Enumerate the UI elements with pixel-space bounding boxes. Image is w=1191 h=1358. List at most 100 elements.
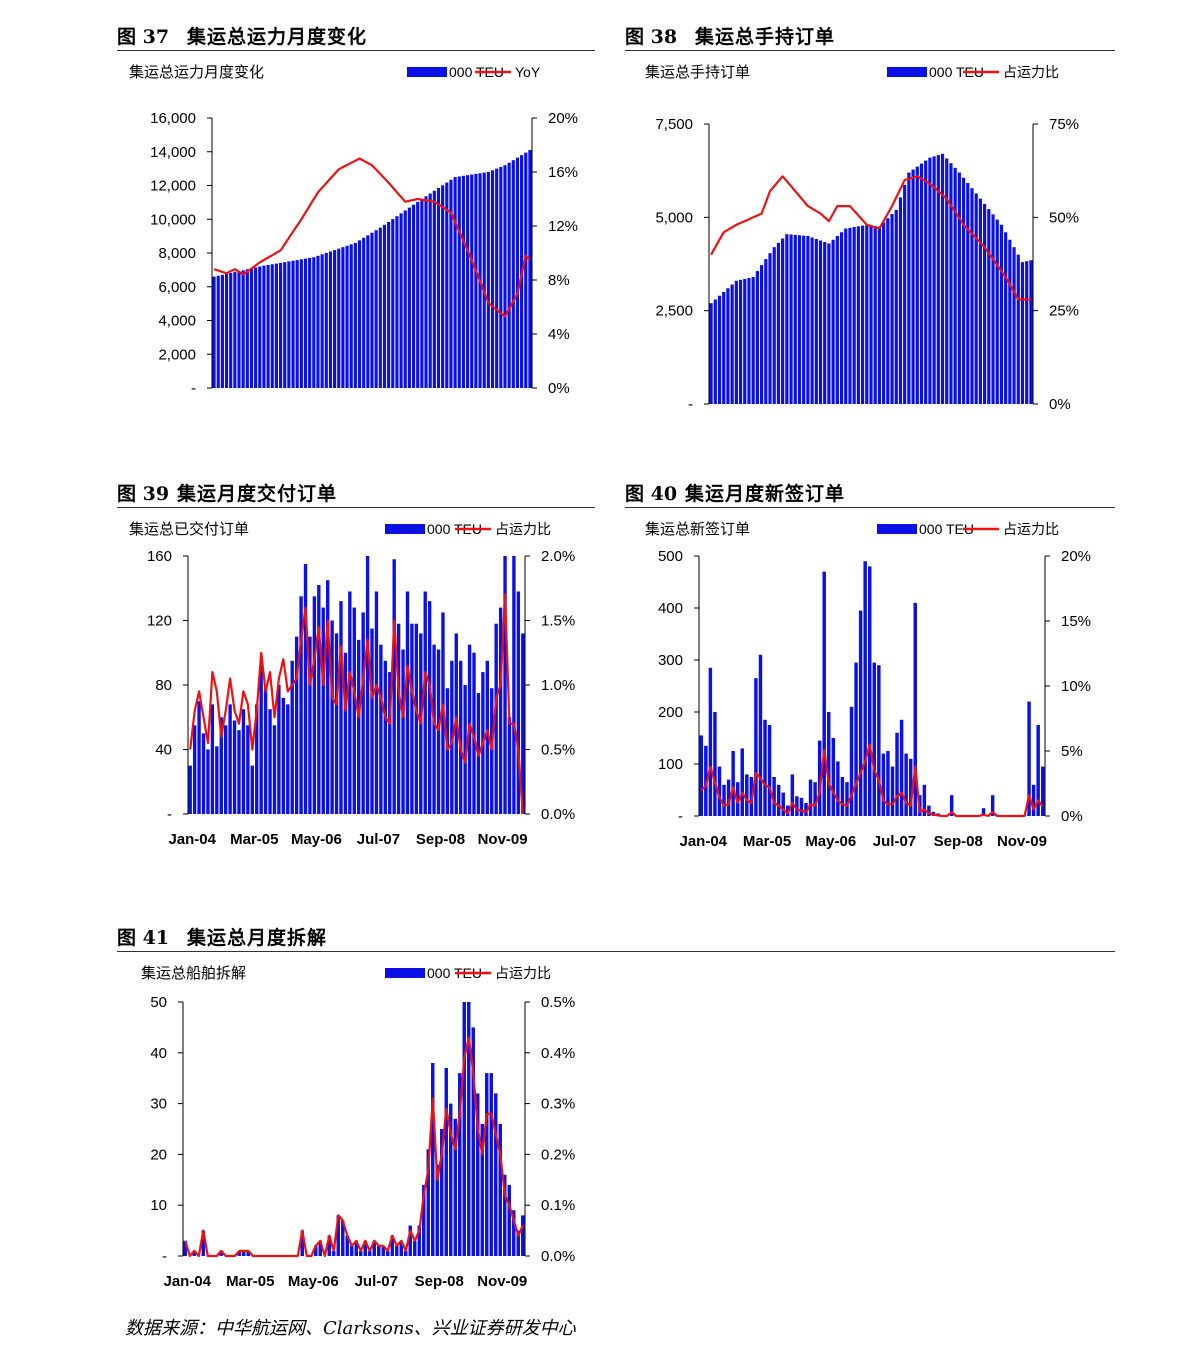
right-tick-label: 25%: [1049, 303, 1079, 320]
bar: [722, 784, 726, 816]
left-tick-label: 120: [147, 613, 172, 630]
legend-bar-label: 000 TEU: [929, 64, 984, 80]
x-tick-label: May-06: [288, 1273, 339, 1290]
bar: [461, 175, 466, 388]
figure-37-number: 图 37: [117, 26, 170, 48]
bar: [241, 270, 245, 388]
bar: [278, 262, 283, 388]
bar: [287, 261, 291, 388]
bar: [940, 153, 945, 404]
bar: [799, 797, 804, 816]
bar: [308, 257, 312, 388]
bar: [735, 782, 740, 816]
chart-title: 集运总新签订单: [645, 521, 750, 538]
left-tick-label: 10,000: [150, 211, 196, 228]
bar: [499, 166, 503, 388]
bar: [877, 665, 881, 816]
right-tick-label: 0.4%: [541, 1045, 575, 1062]
bar: [401, 649, 405, 814]
bar: [813, 782, 817, 816]
legend-bar-label: 000 TEU: [427, 521, 482, 537]
x-tick-label: Jan-04: [168, 831, 216, 848]
bar: [814, 238, 818, 404]
bar: [886, 218, 890, 404]
bar: [294, 636, 299, 814]
bar-series: [212, 150, 532, 388]
figure-39-chart: 集运总已交付订单 000 TEU 占运力比 - 40 80 120 160 0.0% 0.5% 1.…: [129, 520, 575, 848]
bar: [424, 196, 428, 388]
left-tick-label: 2,500: [655, 303, 693, 320]
bar: [233, 272, 237, 388]
bar: [445, 688, 450, 814]
bar: [359, 1250, 363, 1256]
bar: [987, 209, 991, 404]
right-tick-label: 0%: [548, 380, 570, 397]
bar: [396, 623, 401, 814]
bar: [259, 665, 263, 814]
bar: [299, 596, 303, 814]
bar: [877, 226, 882, 404]
bar: [392, 559, 396, 814]
bar: [764, 259, 768, 404]
bar: [405, 591, 410, 814]
bar: [362, 237, 366, 388]
bar: [890, 766, 895, 816]
line-series: [700, 743, 1044, 818]
bar: [991, 214, 995, 404]
bar: [300, 1230, 304, 1256]
bar: [290, 660, 294, 814]
bar: [431, 1062, 435, 1256]
bar: [767, 725, 772, 816]
bar: [255, 704, 259, 814]
bar: [453, 177, 457, 388]
bar: [485, 660, 489, 814]
bar: [894, 209, 898, 404]
bar: [781, 238, 785, 404]
right-tick-label: 20%: [1061, 548, 1091, 565]
bar: [210, 704, 215, 814]
bar: [495, 168, 499, 388]
bar: [435, 1164, 439, 1256]
bar: [370, 232, 374, 388]
bar: [898, 197, 903, 404]
bar: [503, 165, 507, 388]
bar: [881, 753, 886, 816]
bar: [983, 203, 987, 404]
bar: [1040, 766, 1045, 816]
bar: [283, 262, 287, 388]
left-tick-label: -: [167, 806, 172, 823]
bar: [320, 254, 324, 388]
bar: [471, 1027, 475, 1256]
bar: [797, 235, 802, 404]
bar: [291, 260, 295, 388]
bar: [441, 185, 445, 388]
bar: [237, 271, 241, 388]
legend-bar-swatch: [887, 67, 927, 77]
bar: [1012, 247, 1016, 404]
bar: [503, 1174, 507, 1256]
bar: [789, 234, 793, 404]
figure-38-title: 集运总手持订单: [695, 26, 836, 48]
bar: [408, 1225, 412, 1256]
bar: [498, 607, 503, 814]
bar: [399, 1240, 403, 1256]
right-tick-label: 16%: [548, 164, 578, 181]
bar: [341, 247, 345, 388]
left-tick-label: 7,500: [655, 116, 693, 133]
figure-39-title: 集运月度交付订单: [177, 483, 338, 505]
bar: [245, 269, 249, 388]
bar: [413, 1240, 417, 1256]
figure-41: 图 41 集运总月度拆解 集运总船舶拆解 000 TEU 占运力比 - 10 20 30 40…: [117, 921, 1115, 1301]
right-tick-label: 0.2%: [541, 1146, 575, 1163]
bar: [849, 706, 854, 816]
bar: [713, 299, 717, 404]
right-tick-label: 75%: [1049, 116, 1079, 133]
bar-series: [699, 561, 1045, 816]
left-tick-label: 8,000: [158, 245, 196, 262]
bar: [740, 748, 744, 816]
bar: [717, 766, 722, 816]
bar: [751, 277, 755, 404]
bar: [827, 712, 831, 816]
bar: [249, 268, 254, 388]
bar: [915, 166, 919, 404]
